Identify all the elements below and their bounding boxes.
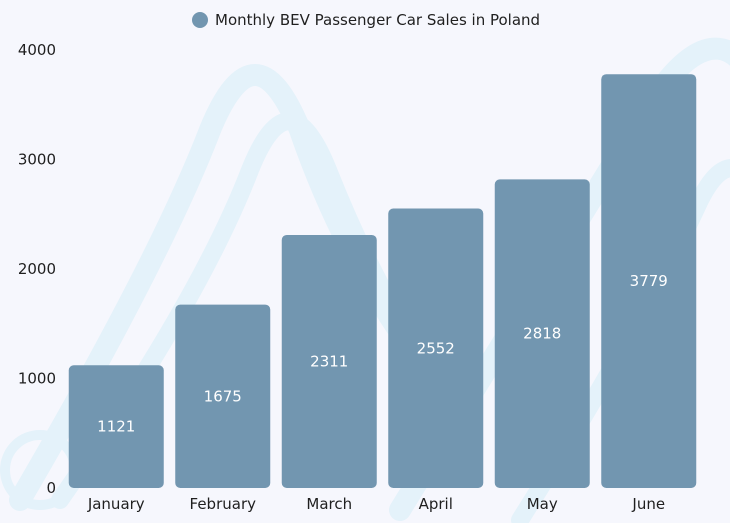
bar-value-label: 2311 <box>310 352 348 370</box>
bar-value-label: 2818 <box>523 325 561 343</box>
bar-value-label: 1121 <box>97 418 135 436</box>
bar <box>601 74 697 489</box>
bar <box>281 234 377 488</box>
x-axis: January February March April May June <box>87 495 665 513</box>
y-tick-label: 1000 <box>18 370 56 388</box>
bar-value-label: 2552 <box>417 339 455 357</box>
legend-swatch <box>192 12 208 28</box>
bar <box>388 208 484 488</box>
y-tick-label: 2000 <box>18 260 56 278</box>
y-tick-label: 0 <box>46 479 56 497</box>
x-tick-label: June <box>631 495 665 513</box>
x-tick-label: January <box>87 495 145 513</box>
legend-label: Monthly BEV Passenger Car Sales in Polan… <box>215 11 540 29</box>
y-axis: 0 1000 2000 3000 4000 <box>18 41 56 497</box>
x-tick-label: March <box>306 495 352 513</box>
bar <box>175 304 271 488</box>
bar-value-label: 3779 <box>630 272 668 290</box>
legend: Monthly BEV Passenger Car Sales in Polan… <box>192 11 540 29</box>
bar-series: 1121 1675 2311 2552 2818 3779 <box>68 74 697 489</box>
bar-value-label: 1675 <box>204 387 242 405</box>
x-tick-label: February <box>190 495 257 513</box>
y-tick-label: 3000 <box>18 151 56 169</box>
y-tick-label: 4000 <box>18 41 56 59</box>
bar <box>68 365 164 488</box>
x-tick-label: May <box>527 495 558 513</box>
bar <box>494 179 590 488</box>
x-tick-label: April <box>419 495 453 513</box>
